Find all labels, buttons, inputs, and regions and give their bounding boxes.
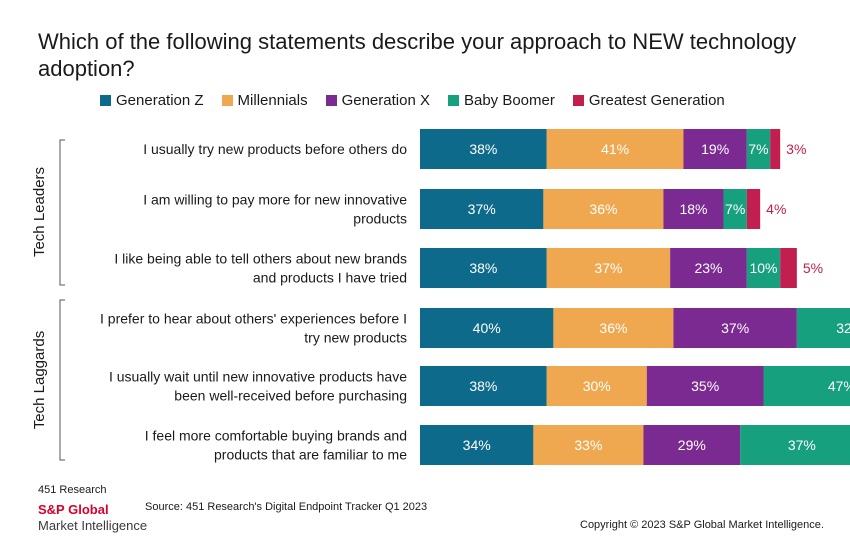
data-label-baby-boomer: 7%	[725, 201, 745, 217]
bar-segment-generation-x	[670, 248, 747, 288]
brand-logo-subtitle: Market Intelligence	[38, 518, 148, 533]
group-label: Tech Laggards	[31, 331, 48, 429]
legend-label-generation-z: Generation Z	[116, 92, 204, 109]
data-label-millennials: 36%	[599, 320, 627, 336]
bar-segment-generation-x	[643, 425, 741, 465]
bar-segment-baby-boomer	[723, 189, 747, 229]
category-label-line: I prefer to hear about others' experienc…	[100, 311, 407, 327]
data-label-baby-boomer: 32%	[836, 320, 850, 336]
bar-segment-generation-z	[420, 308, 554, 348]
chart-title: Which of the following statements descri…	[38, 29, 797, 81]
group-bracket	[59, 139, 65, 286]
category-label: I prefer to hear about others' experienc…	[100, 311, 407, 346]
data-label-baby-boomer: 37%	[788, 437, 816, 453]
copyright-note: Copyright © 2023 S&P Global Market Intel…	[580, 519, 824, 531]
legend-item-greatest-generation: Greatest Generation	[572, 92, 725, 109]
data-label-generation-z: 34%	[463, 437, 491, 453]
bar-segment-generation-z	[420, 366, 547, 406]
data-label-generation-x: 35%	[691, 378, 719, 394]
bar-segment-generation-z	[420, 248, 547, 288]
bar-segment-generation-x	[646, 366, 764, 406]
bar-segment-millennials	[546, 248, 671, 288]
category-label-line: I feel more comfortable buying brands an…	[145, 428, 407, 444]
category-label-line: products	[353, 211, 407, 227]
data-label-generation-x: 23%	[694, 260, 722, 276]
bar-segment-baby-boomer	[740, 425, 850, 465]
bar-segment-millennials	[546, 129, 684, 169]
category-label-line: I usually wait until new innovative prod…	[109, 369, 407, 385]
category-label: I like being able to tell others about n…	[114, 251, 407, 286]
bar-segment-greatest-generation	[770, 129, 781, 169]
category-label-line: try new products	[304, 330, 407, 346]
data-label-generation-z: 37%	[468, 201, 496, 217]
bar-segment-millennials	[546, 366, 647, 406]
source-note: Source: 451 Research's Digital Endpoint …	[145, 501, 428, 513]
category-label: I usually try new products before others…	[143, 141, 407, 157]
brand-logo-name: S&P Global	[38, 502, 109, 517]
legend-swatch-greatest-generation	[572, 95, 584, 106]
data-label-generation-x: 18%	[679, 201, 707, 217]
research-label: 451 Research	[38, 484, 107, 496]
bar-segment-greatest-generation	[780, 248, 797, 288]
category-label-line: I am willing to pay more for new innovat…	[143, 192, 407, 208]
category-label-line: and products I have tried	[253, 270, 407, 286]
legend-label-baby-boomer: Baby Boomer	[463, 92, 555, 109]
bar-segment-greatest-generation	[746, 189, 761, 229]
legend-swatch-baby-boomer	[447, 95, 459, 106]
category-label-line: I usually try new products before others…	[143, 141, 407, 157]
category-label: I am willing to pay more for new innovat…	[143, 192, 407, 227]
legend-item-generation-z: Generation Z	[100, 92, 204, 109]
bar-segment-baby-boomer	[746, 248, 781, 288]
legend-label-generation-x: Generation X	[341, 92, 430, 109]
data-label-generation-z: 38%	[469, 378, 497, 394]
bar-segment-generation-z	[420, 129, 547, 169]
group-bracket	[59, 299, 65, 461]
data-label-millennials: 37%	[594, 260, 622, 276]
data-label-greatest-generation: 5%	[803, 260, 823, 276]
legend-item-millennials: Millennials	[221, 92, 308, 109]
legend-label-greatest-generation: Greatest Generation	[588, 92, 725, 109]
data-label-generation-x: 19%	[701, 141, 729, 157]
bar-segment-generation-z	[420, 425, 534, 465]
data-label-baby-boomer: 10%	[749, 260, 777, 276]
bar-segment-baby-boomer	[796, 308, 850, 348]
bar-segment-generation-x	[683, 129, 747, 169]
data-label-millennials: 41%	[601, 141, 629, 157]
category-label-line: products that are familiar to me	[214, 447, 407, 463]
category-label-line: been well-received before purchasing	[174, 388, 407, 404]
legend-label-millennials: Millennials	[237, 92, 308, 109]
category-label-line: I like being able to tell others about n…	[114, 251, 407, 267]
bar-segment-generation-z	[420, 189, 544, 229]
data-label-generation-x: 37%	[721, 320, 749, 336]
data-label-millennials: 33%	[574, 437, 602, 453]
data-label-millennials: 30%	[583, 378, 611, 394]
legend-item-generation-x: Generation X	[325, 92, 430, 109]
bar-segment-generation-x	[663, 189, 724, 229]
category-label: I usually wait until new innovative prod…	[109, 369, 407, 404]
category-label: I feel more comfortable buying brands an…	[145, 428, 407, 463]
data-label-greatest-generation: 3%	[786, 141, 806, 157]
bar-segment-generation-x	[673, 308, 797, 348]
group-label: Tech Leaders	[31, 167, 48, 257]
bar-segment-baby-boomer	[746, 129, 771, 169]
legend-swatch-millennials	[221, 95, 233, 106]
chart-legend: Generation Z Millennials Generation X Ba…	[100, 92, 725, 109]
bar-segment-millennials	[533, 425, 644, 465]
legend-item-baby-boomer: Baby Boomer	[447, 92, 555, 109]
legend-swatch-generation-z	[100, 95, 111, 106]
data-label-baby-boomer: 47%	[828, 378, 850, 394]
data-label-generation-z: 38%	[469, 141, 497, 157]
data-label-generation-z: 38%	[469, 260, 497, 276]
bar-segment-baby-boomer	[763, 366, 850, 406]
data-label-generation-x: 29%	[678, 437, 706, 453]
data-label-millennials: 36%	[589, 201, 617, 217]
data-label-greatest-generation: 4%	[766, 201, 786, 217]
data-label-baby-boomer: 7%	[748, 141, 768, 157]
bar-segment-millennials	[543, 189, 664, 229]
bar-segment-millennials	[553, 308, 674, 348]
legend-swatch-generation-x	[325, 95, 337, 106]
data-label-generation-z: 40%	[473, 320, 501, 336]
